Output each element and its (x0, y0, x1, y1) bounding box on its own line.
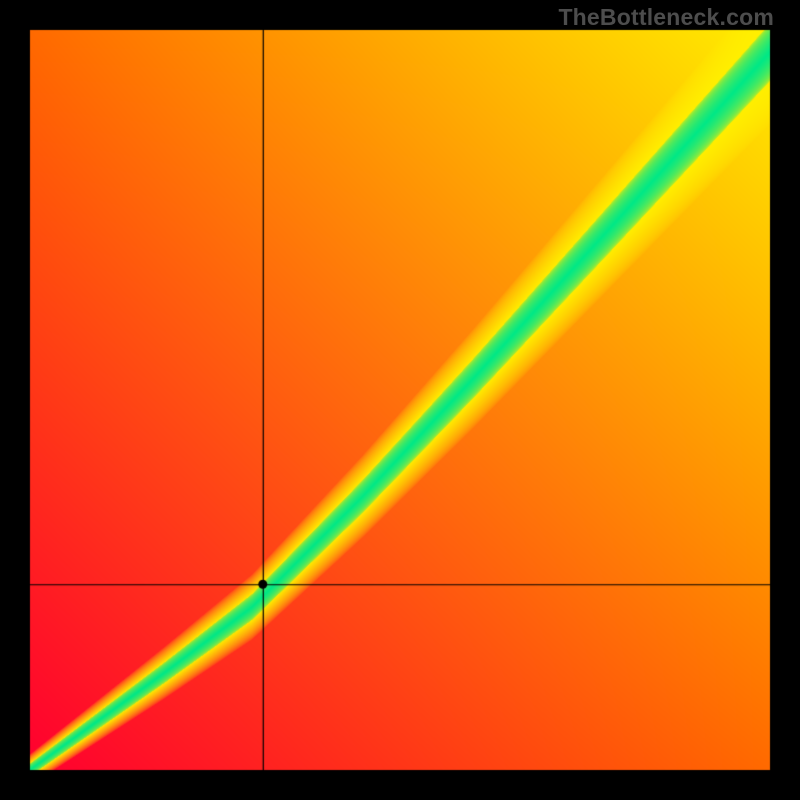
watermark-text: TheBottleneck.com (558, 4, 774, 31)
chart-container: TheBottleneck.com (0, 0, 800, 800)
bottleneck-heatmap-canvas (0, 0, 800, 800)
